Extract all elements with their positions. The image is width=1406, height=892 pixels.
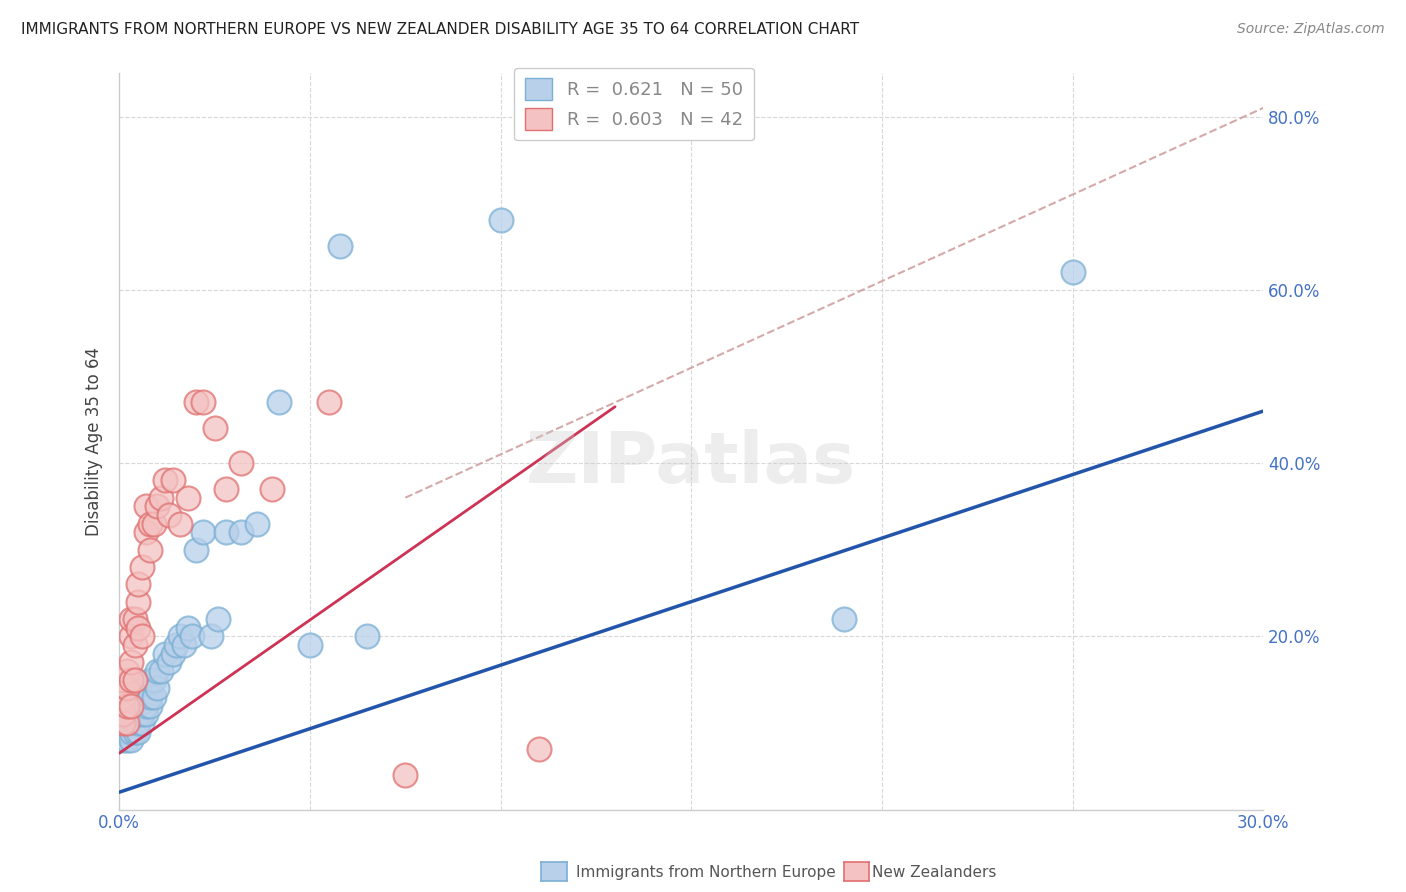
Point — [124, 638, 146, 652]
Point — [115, 724, 138, 739]
Point — [166, 638, 188, 652]
Point — [124, 715, 146, 730]
Point — [146, 664, 169, 678]
Point — [153, 647, 176, 661]
Point — [329, 239, 352, 253]
Point — [180, 629, 202, 643]
Point — [173, 638, 195, 652]
Point — [135, 707, 157, 722]
Point — [112, 673, 135, 687]
Point — [200, 629, 222, 643]
Point — [177, 621, 200, 635]
Point — [269, 395, 291, 409]
Point — [135, 525, 157, 540]
Point — [193, 525, 215, 540]
Point — [146, 500, 169, 514]
Point — [139, 516, 162, 531]
Point — [527, 742, 550, 756]
Point — [115, 715, 138, 730]
Point — [131, 629, 153, 643]
Point — [127, 577, 149, 591]
Point — [150, 491, 173, 505]
Point — [142, 690, 165, 704]
Point — [115, 698, 138, 713]
Point — [169, 629, 191, 643]
Point — [153, 474, 176, 488]
Point — [162, 647, 184, 661]
Point — [120, 629, 142, 643]
Point — [157, 508, 180, 522]
Y-axis label: Disability Age 35 to 64: Disability Age 35 to 64 — [86, 347, 103, 536]
Point — [139, 542, 162, 557]
Point — [832, 612, 855, 626]
Point — [124, 724, 146, 739]
Point — [356, 629, 378, 643]
Point — [260, 482, 283, 496]
Point — [139, 673, 162, 687]
Point — [120, 612, 142, 626]
Point — [135, 698, 157, 713]
Point — [124, 612, 146, 626]
Point — [131, 690, 153, 704]
Point — [120, 673, 142, 687]
Point — [150, 664, 173, 678]
Text: Immigrants from Northern Europe: Immigrants from Northern Europe — [576, 865, 837, 880]
Point — [135, 500, 157, 514]
Point — [115, 681, 138, 696]
Point — [127, 715, 149, 730]
Point — [131, 715, 153, 730]
Point — [157, 655, 180, 669]
Text: New Zealanders: New Zealanders — [872, 865, 995, 880]
Point — [142, 673, 165, 687]
Point — [318, 395, 340, 409]
Point — [184, 395, 207, 409]
Point — [115, 733, 138, 747]
Point — [169, 516, 191, 531]
Point — [115, 715, 138, 730]
Point — [120, 724, 142, 739]
Point — [120, 733, 142, 747]
Point — [215, 525, 238, 540]
Point — [298, 638, 321, 652]
Point — [162, 474, 184, 488]
Point — [142, 516, 165, 531]
Point — [127, 707, 149, 722]
Point — [120, 707, 142, 722]
Point — [1062, 265, 1084, 279]
Text: ZIPatlas: ZIPatlas — [526, 429, 856, 498]
Point — [139, 698, 162, 713]
Point — [115, 664, 138, 678]
Point — [127, 724, 149, 739]
Point — [124, 698, 146, 713]
Point — [215, 482, 238, 496]
Point — [112, 707, 135, 722]
Point — [112, 733, 135, 747]
Point — [127, 621, 149, 635]
Point — [124, 673, 146, 687]
Point — [231, 525, 253, 540]
Point — [184, 542, 207, 557]
Point — [146, 681, 169, 696]
Point — [489, 213, 512, 227]
Point — [127, 594, 149, 608]
Point — [177, 491, 200, 505]
Point — [135, 681, 157, 696]
Text: Source: ZipAtlas.com: Source: ZipAtlas.com — [1237, 22, 1385, 37]
Text: IMMIGRANTS FROM NORTHERN EUROPE VS NEW ZEALANDER DISABILITY AGE 35 TO 64 CORRELA: IMMIGRANTS FROM NORTHERN EUROPE VS NEW Z… — [21, 22, 859, 37]
Point — [207, 612, 229, 626]
Point — [394, 768, 416, 782]
Point — [231, 456, 253, 470]
Point — [120, 655, 142, 669]
Point — [193, 395, 215, 409]
Point — [245, 516, 267, 531]
Point — [204, 421, 226, 435]
Point — [131, 560, 153, 574]
Point — [131, 707, 153, 722]
Legend: R =  0.621   N = 50, R =  0.603   N = 42: R = 0.621 N = 50, R = 0.603 N = 42 — [515, 68, 754, 140]
Point — [120, 698, 142, 713]
Point — [112, 690, 135, 704]
Point — [112, 715, 135, 730]
Point — [112, 715, 135, 730]
Point — [139, 690, 162, 704]
